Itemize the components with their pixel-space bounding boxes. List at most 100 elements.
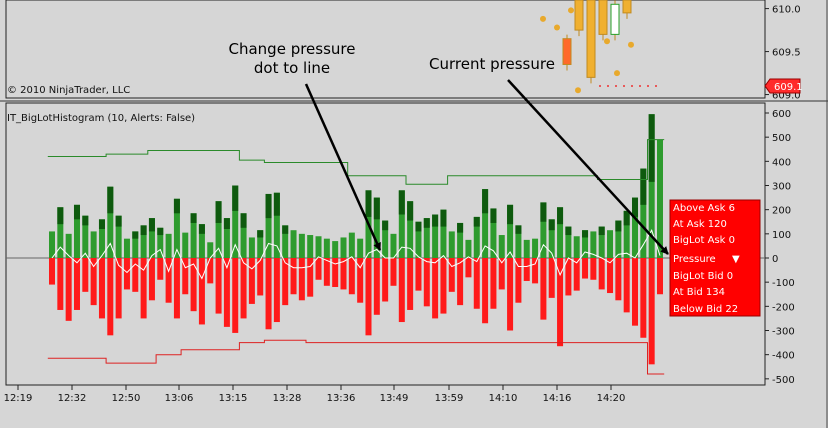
bid-bar xyxy=(523,258,530,281)
bid-bar xyxy=(232,258,239,333)
indicator-title: IT_BigLotHistogram (10, Alerts: False) xyxy=(7,113,195,124)
ask-bar xyxy=(107,186,114,258)
info-box-bg xyxy=(669,199,761,317)
bid-bar xyxy=(207,258,214,284)
price-panel[interactable] xyxy=(5,0,766,99)
candle-body xyxy=(610,3,620,35)
bid-bar xyxy=(90,258,97,306)
bid-bar xyxy=(248,258,255,304)
ask-bar-top xyxy=(265,193,272,219)
ask-bar xyxy=(57,207,64,258)
ask-bar-top xyxy=(382,220,389,231)
ask-bar xyxy=(240,213,247,258)
annotation-arrow-left xyxy=(304,83,382,251)
price-tick-label: 609.5 xyxy=(772,48,801,59)
ask-bar xyxy=(490,208,497,258)
ask-bar xyxy=(498,235,505,258)
bid-bar xyxy=(590,258,597,280)
bid-bar xyxy=(598,258,605,290)
ask-bar-top xyxy=(640,168,647,205)
ask-bar xyxy=(548,219,555,258)
x-tick-label: 13:36 xyxy=(327,393,356,404)
histogram-bars xyxy=(49,114,663,365)
bid-bar xyxy=(390,258,397,286)
ask-bar xyxy=(332,241,339,258)
y-tick-label: 500 xyxy=(772,133,791,144)
y-tick-label: 300 xyxy=(772,182,791,193)
ask-bar-top xyxy=(548,219,555,231)
bid-bar xyxy=(257,258,264,296)
bid-bar xyxy=(498,258,505,290)
ask-bar xyxy=(173,198,180,258)
x-tick-label: 13:59 xyxy=(435,393,464,404)
x-tick-label: 13:15 xyxy=(219,393,248,404)
bid-bar xyxy=(57,258,64,310)
ask-bar xyxy=(315,236,322,258)
ask-bar xyxy=(207,242,214,258)
candle-dot xyxy=(628,41,634,48)
bid-bar xyxy=(49,258,55,285)
bid-bar xyxy=(440,258,447,314)
bid-bar xyxy=(265,258,272,330)
y-tick-label: -200 xyxy=(772,302,795,313)
biglot-bid-text: BigLot Bid 0 xyxy=(673,271,733,282)
ask-bar-top xyxy=(273,192,280,216)
annotation-dot-to-line: dot to line xyxy=(254,59,330,77)
y-tick-label: 0 xyxy=(772,254,778,265)
ask-bar-top xyxy=(98,219,105,229)
ask-bar-top xyxy=(598,226,605,236)
y-tick-label: 100 xyxy=(772,230,791,241)
ask-bar-top xyxy=(73,204,80,220)
ask-bar-top xyxy=(457,222,464,233)
bid-bar xyxy=(323,258,330,286)
price-dotted-line xyxy=(655,84,657,87)
ask-bar-top xyxy=(107,186,114,214)
x-tick-label: 13:49 xyxy=(380,393,409,404)
ask-bar xyxy=(257,230,264,258)
pressure-text: Pressure xyxy=(673,254,716,265)
ask-bar-top xyxy=(232,185,239,211)
ask-bar-top xyxy=(132,231,139,239)
bid-bar xyxy=(373,258,380,315)
ask-bar xyxy=(82,215,89,258)
ask-bar xyxy=(440,209,447,258)
bid-bar xyxy=(165,258,172,303)
bid-bar xyxy=(473,258,480,309)
bid-bar xyxy=(298,258,305,301)
envelope-lines xyxy=(47,139,665,375)
bid-bar xyxy=(490,258,497,309)
ask-bar xyxy=(432,214,439,258)
candle-dot xyxy=(540,15,546,22)
ask-bar xyxy=(423,218,430,258)
bid-bar xyxy=(565,258,572,296)
ask-bar xyxy=(115,215,122,258)
bid-bar xyxy=(465,258,472,278)
bid-bar xyxy=(223,258,230,327)
ask-bar xyxy=(398,190,405,258)
bid-bar xyxy=(198,258,205,325)
info-box: Above Ask 6 At Ask 120 BigLot Ask 0 Pres… xyxy=(669,199,761,317)
ask-bar xyxy=(390,233,397,258)
ask-bar xyxy=(357,238,364,258)
candle-body xyxy=(598,0,608,35)
ask-bar-top xyxy=(140,225,147,236)
ask-bar xyxy=(407,201,414,258)
x-tick-label: 12:50 xyxy=(112,393,141,404)
ask-bar-top xyxy=(198,224,205,234)
ask-bar xyxy=(557,207,564,258)
ask-bar-top xyxy=(148,218,155,232)
price-dotted-line xyxy=(623,84,625,87)
bid-bar xyxy=(398,258,405,323)
ask-bar-top xyxy=(407,201,414,221)
bid-bar xyxy=(123,258,130,290)
ask-bar-top xyxy=(240,213,247,228)
ask-bar-top xyxy=(615,220,622,232)
bid-bar xyxy=(632,258,639,326)
bid-bar xyxy=(307,258,314,297)
bid-bar xyxy=(73,258,80,310)
bid-bar xyxy=(182,258,189,295)
bid-bar xyxy=(273,258,280,323)
bid-bar xyxy=(615,258,622,301)
annotation-current-pressure: Current pressure xyxy=(429,55,555,73)
